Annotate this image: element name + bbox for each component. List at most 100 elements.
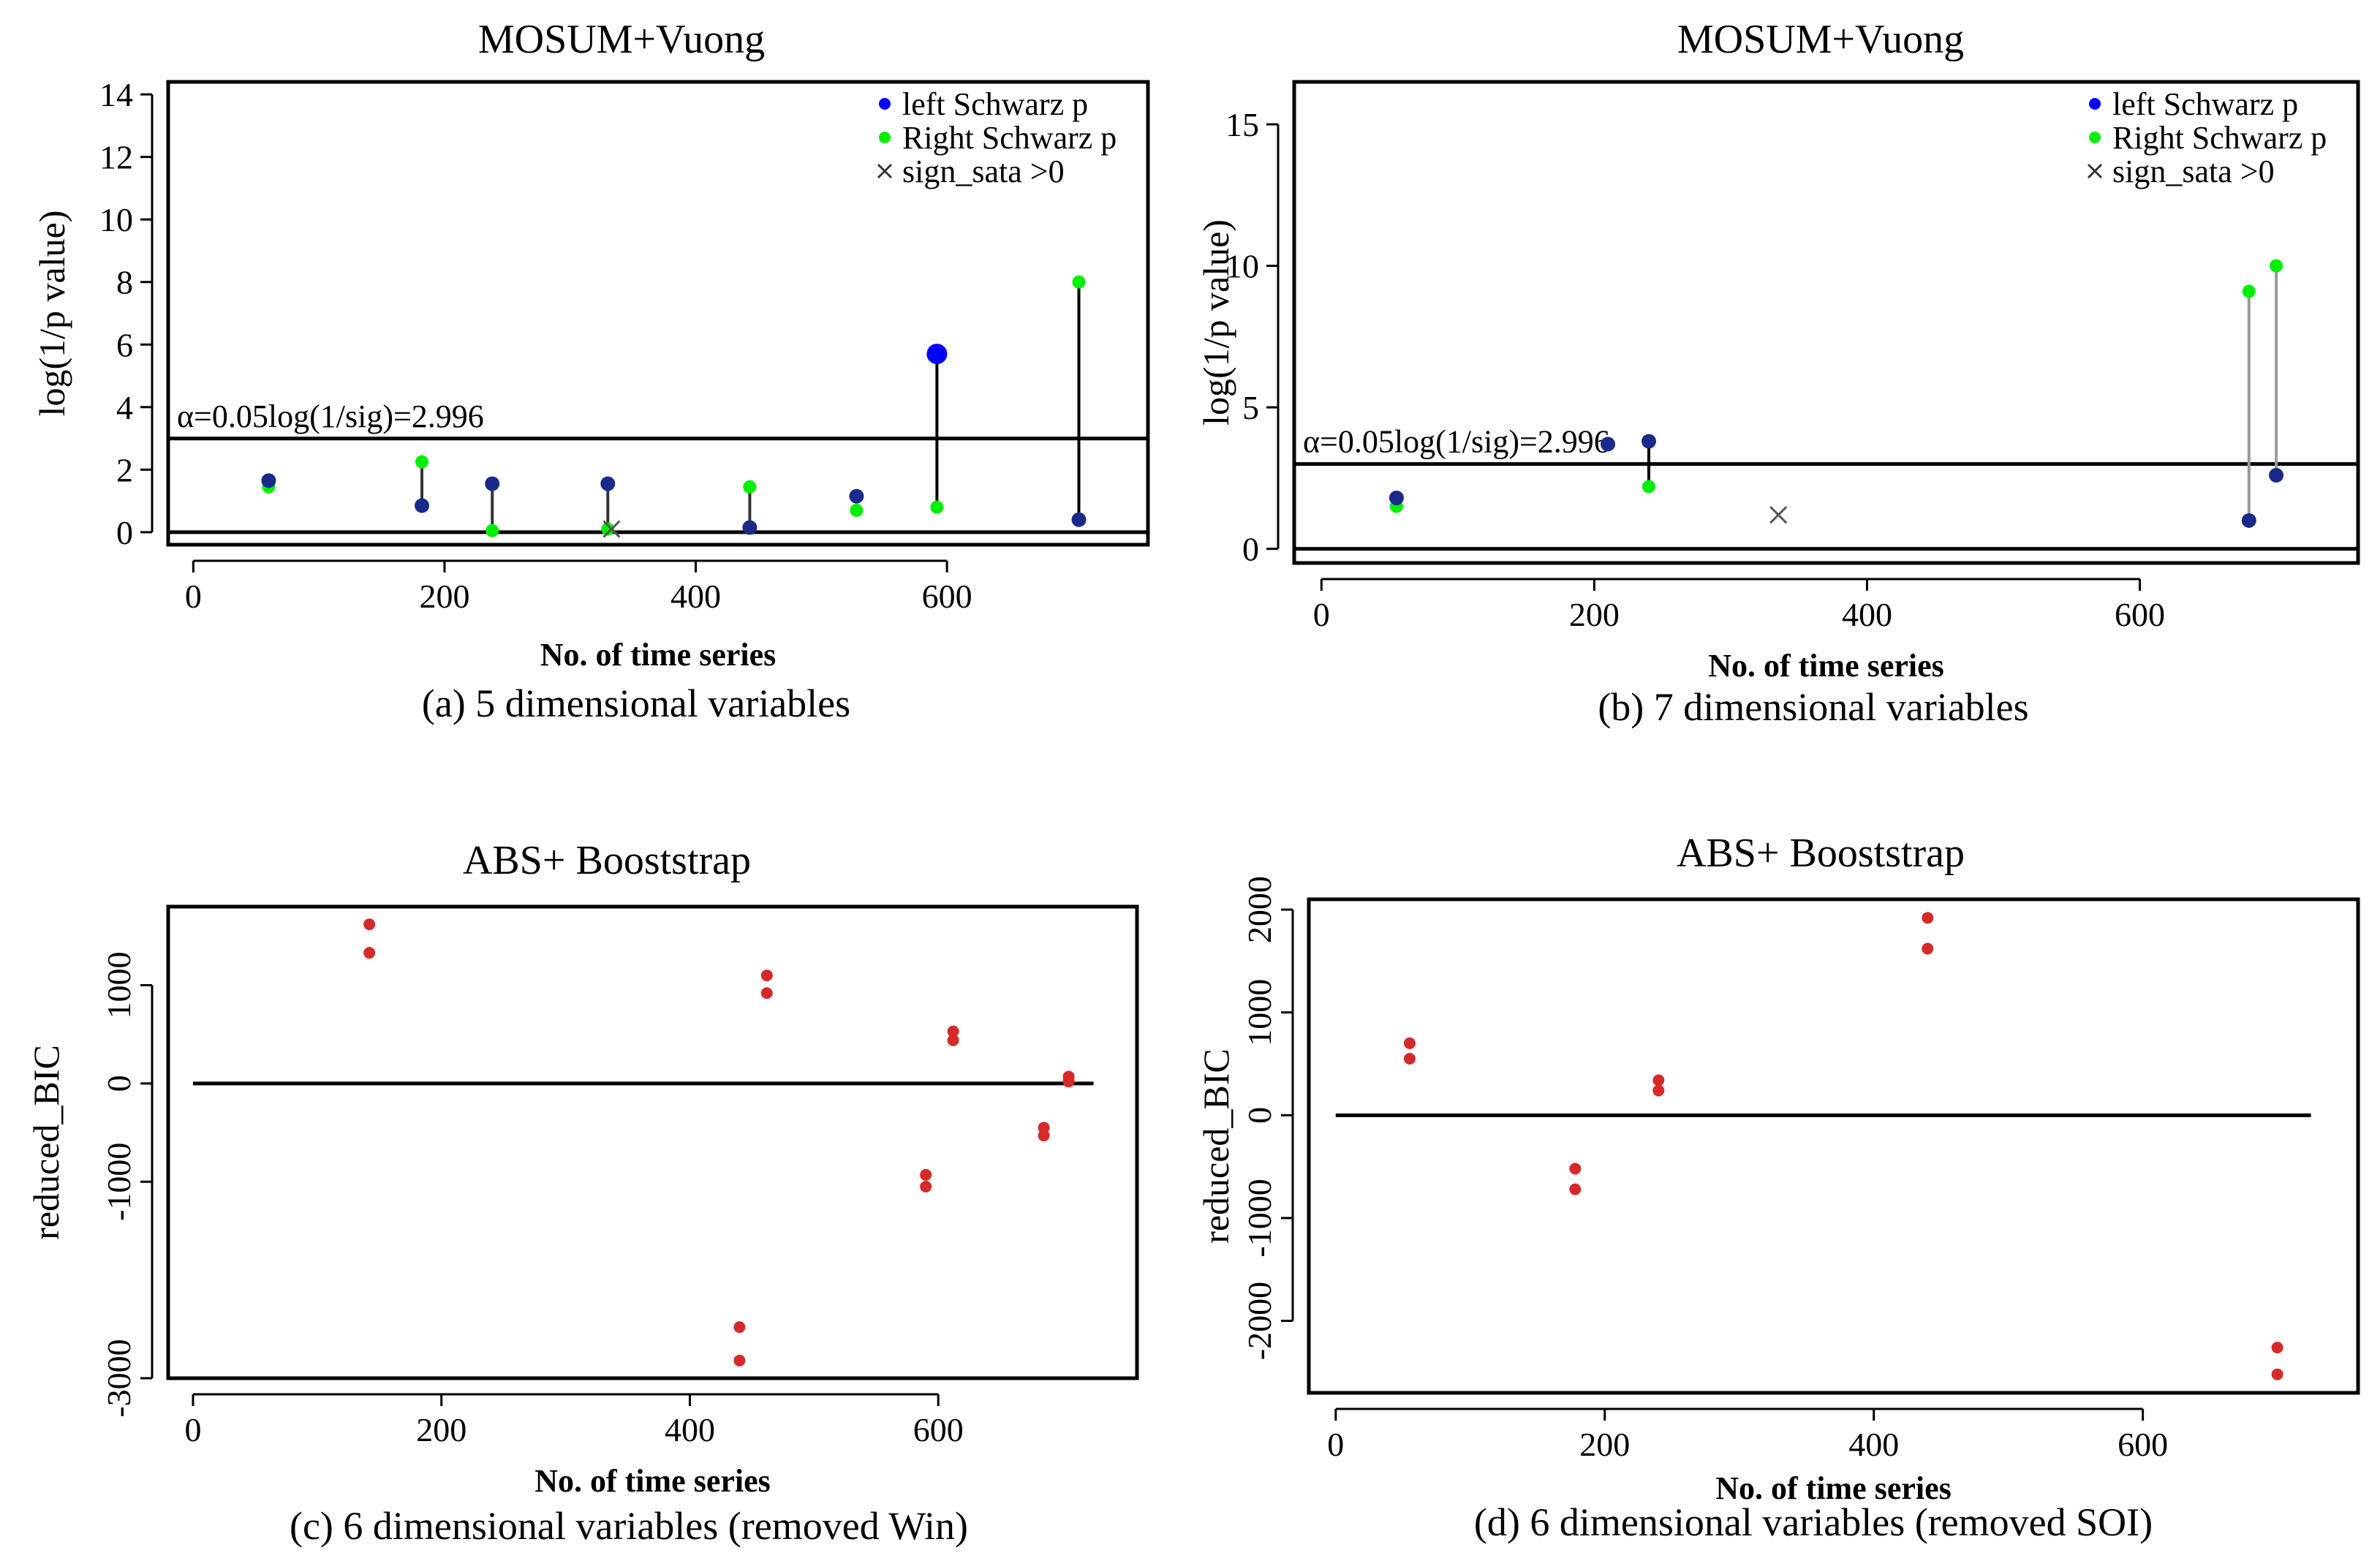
- right-schwarz-point: [1072, 275, 1086, 289]
- bic-point: [760, 970, 773, 982]
- bic-point: [733, 1354, 746, 1367]
- chart-title: ABS+ Booststrap: [1677, 831, 1965, 876]
- legend-marker: [879, 132, 891, 143]
- bic-point: [1922, 942, 1934, 955]
- y-axis-label: reduced_BIC: [1195, 1048, 1236, 1244]
- left-schwarz-point: [415, 498, 430, 513]
- x-tick-label: 200: [1569, 596, 1620, 633]
- right-schwarz-point: [415, 455, 429, 469]
- right-schwarz-point: [2242, 284, 2256, 298]
- y-axis-label: reduced_BIC: [26, 1045, 67, 1240]
- y-axis-label: log(1/p value): [1195, 219, 1236, 426]
- x-tick-label: 200: [1579, 1426, 1630, 1463]
- chart-title: MOSUM+Vuong: [1677, 17, 1964, 62]
- legend-label: left Schwarz p: [902, 86, 1088, 122]
- plot-frame: [166, 80, 1150, 547]
- y-tick-label: 6: [116, 326, 133, 363]
- y-tick-label: 2: [116, 451, 133, 488]
- legend-marker: [2089, 98, 2101, 110]
- sign-cross-marker: [1769, 506, 1788, 524]
- legend-label: sign_sata >0: [902, 154, 1065, 189]
- y-tick-label: 0: [1241, 1107, 1278, 1124]
- bic-point: [2271, 1342, 2283, 1354]
- y-axis-label: log(1/p value): [31, 211, 72, 417]
- x-tick-label: 0: [1313, 596, 1330, 633]
- y-tick-label: 0: [1242, 531, 1259, 568]
- bic-point: [1922, 912, 1934, 924]
- chart-caption: (a) 5 dimensional variables: [422, 681, 850, 725]
- x-tick-label: 0: [184, 1411, 201, 1448]
- plot-frame: [1307, 897, 2360, 1395]
- sign-cross-marker: [602, 520, 621, 538]
- right-schwarz-point: [850, 503, 864, 517]
- plot-frame: [1292, 80, 2360, 565]
- chart-panel-2: MOSUM+Vuong (b) 7 dimensional variablesNo…: [1195, 17, 2360, 729]
- left-schwarz-point: [2241, 513, 2256, 528]
- y-tick-label: 0: [100, 1075, 137, 1092]
- left-schwarz-point: [1389, 490, 1404, 505]
- x-tick-label: 200: [416, 1411, 466, 1448]
- x-tick-label: 400: [665, 1411, 715, 1448]
- bic-point: [1062, 1076, 1075, 1088]
- y-tick-label: -2000: [1241, 1282, 1278, 1360]
- y-tick-label: 15: [1225, 106, 1259, 143]
- right-schwarz-point: [1642, 480, 1655, 494]
- left-schwarz-point: [849, 488, 864, 504]
- legend-label: sign_sata >0: [2112, 154, 2275, 189]
- bic-point: [920, 1168, 932, 1181]
- x-axis-label: No. of time series: [1715, 1470, 1952, 1506]
- right-schwarz-point: [601, 522, 615, 536]
- chart-panel-3: ABS+ Booststrap (c) 6 dimensional variabl…: [26, 838, 1139, 1548]
- x-tick-label: 0: [1327, 1426, 1344, 1463]
- bic-point: [1569, 1163, 1582, 1175]
- y-tick-label: 5: [1242, 389, 1259, 426]
- x-axis-label: No. of time series: [1708, 648, 1944, 684]
- bic-point: [1569, 1183, 1582, 1195]
- right-schwarz-point: [930, 500, 944, 514]
- threshold-label: α=0.05log(1/sig)=2.996: [1303, 424, 1610, 460]
- y-tick-label: 2000: [1241, 876, 1278, 943]
- chart-caption: (b) 7 dimensional variables: [1598, 685, 2028, 729]
- y-tick-label: 10: [99, 201, 133, 238]
- y-tick-label: -1000: [1241, 1179, 1278, 1257]
- y-tick-label: -3000: [100, 1339, 137, 1417]
- left-schwarz-point: [1601, 436, 1616, 452]
- x-tick-label: 0: [185, 578, 202, 615]
- x-axis-label: No. of time series: [540, 637, 777, 673]
- legend-label: left Schwarz p: [2112, 86, 2298, 122]
- right-schwarz-point: [486, 524, 499, 537]
- chart-panel-1: MOSUM+Vuong (a) 5 dimensional variables No…: [31, 17, 1150, 725]
- x-tick-label: 400: [670, 578, 721, 615]
- right-schwarz-point: [743, 480, 757, 494]
- bic-point: [920, 1180, 932, 1193]
- threshold-label: α=0.05log(1/sig)=2.996: [177, 398, 484, 434]
- legend-marker: [2089, 132, 2101, 143]
- x-tick-label: 400: [1842, 596, 1892, 633]
- x-tick-label: 600: [922, 578, 972, 615]
- y-tick-label: -1000: [100, 1143, 137, 1221]
- bic-point: [1652, 1084, 1665, 1097]
- legend-marker: [877, 163, 893, 179]
- y-tick-label: 14: [99, 76, 133, 113]
- legend-label: Right Schwarz p: [2112, 120, 2327, 156]
- bic-point: [1038, 1130, 1050, 1142]
- y-tick-label: 1000: [1241, 979, 1278, 1046]
- left-schwarz-point: [1071, 512, 1087, 527]
- bic-point: [363, 947, 376, 959]
- x-tick-label: 200: [419, 578, 469, 615]
- y-tick-label: 0: [116, 514, 133, 551]
- left-schwarz-point: [742, 520, 758, 535]
- left-schwarz-point: [2269, 468, 2284, 483]
- chart-caption: (c) 6 dimensional variables (removed Win…: [290, 1504, 968, 1548]
- legend-label: Right Schwarz p: [902, 120, 1117, 156]
- left-schwarz-point: [600, 476, 616, 491]
- chart-caption: (d) 6 dimensional variables (removed SOI…: [1474, 1500, 2153, 1544]
- x-tick-label: 600: [2118, 1426, 2168, 1463]
- left-schwarz-point: [1642, 434, 1656, 449]
- y-tick-label: 12: [99, 139, 133, 176]
- bic-point: [363, 918, 376, 931]
- bic-point: [760, 987, 773, 999]
- chart-title: MOSUM+Vuong: [478, 17, 765, 62]
- legend-marker: [2087, 163, 2103, 179]
